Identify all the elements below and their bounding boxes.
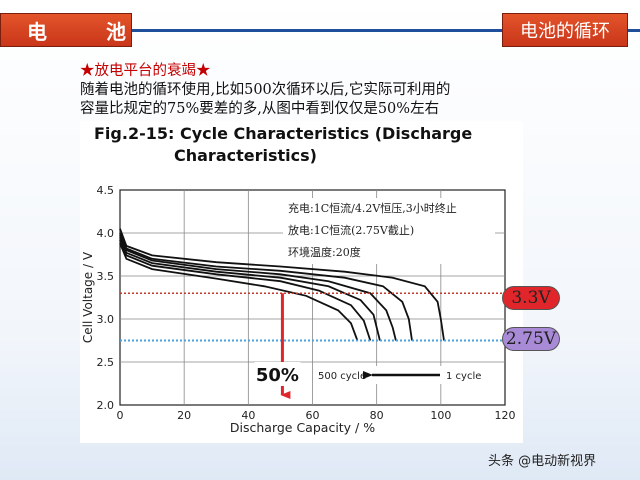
voltage-label-2-75v: 2.75V xyxy=(502,327,560,351)
cycle-to-label: 1 cycle xyxy=(446,371,481,382)
discharge-curve-3 xyxy=(119,234,397,341)
y-tick-label: 4.0 xyxy=(97,227,115,240)
annotation-charge: 充电:1C恒流/4.2V恒压,3小时终止 xyxy=(288,201,457,215)
header-left-title: 电 池 xyxy=(27,19,152,44)
y-tick-label: 3.5 xyxy=(97,270,115,283)
x-tick-label: 0 xyxy=(117,409,124,422)
x-axis-label: Discharge Capacity / % xyxy=(230,420,375,435)
discharge-curve-6 xyxy=(119,242,359,341)
chart-title-line-1: Fig.2-15: Cycle Characteristics (Dischar… xyxy=(94,124,473,143)
y-tick-label: 2.0 xyxy=(97,399,115,412)
discharge-curve-5 xyxy=(119,239,372,341)
discharge-curve-2 xyxy=(119,232,413,341)
cycle-from-label: 500 cycle xyxy=(318,371,366,382)
y-axis-label: Cell Voltage / V xyxy=(81,251,95,343)
x-tick-label: 20 xyxy=(177,409,191,422)
x-tick-label: 40 xyxy=(241,409,255,422)
intro-line-2: 容量比规定的75%要差的多,从图中看到仅仅是50%左右 xyxy=(80,101,440,117)
voltage-label-3-3v-text: 3.3V xyxy=(511,288,551,308)
discharge-curve-1 xyxy=(119,228,445,341)
voltage-label-3-3v: 3.3V xyxy=(502,286,560,310)
watermark: 头条 @电动新视界 xyxy=(488,454,597,469)
intro-title: ★放电平台的衰竭★ xyxy=(80,63,211,79)
y-tick-label: 3.0 xyxy=(97,313,115,326)
header-right-title: 电池的循环 xyxy=(520,21,610,42)
y-tick-label: 4.5 xyxy=(97,184,115,197)
x-tick-label: 80 xyxy=(370,409,384,422)
discharge-curve-4 xyxy=(119,236,381,341)
x-tick-label: 60 xyxy=(306,409,320,422)
chart-title-line-2: Characteristics) xyxy=(174,146,317,165)
voltage-label-2-75v-text: 2.75V xyxy=(505,329,557,349)
x-tick-label: 120 xyxy=(495,409,516,422)
x-tick-label: 100 xyxy=(430,409,451,422)
header-right-tab: 电池的循环 xyxy=(502,13,628,47)
y-tick-label: 2.5 xyxy=(97,356,115,369)
header-rule xyxy=(0,29,640,32)
annotation-discharge: 放电:1C恒流(2.75V截止) xyxy=(288,223,414,237)
percent-label: 50% xyxy=(256,365,299,386)
chart-title: Fig.2-15: Cycle Characteristics (Dischar… xyxy=(94,123,514,167)
annotation-temperature: 环境温度:20度 xyxy=(288,245,361,259)
intro-line-1: 随着电池的循环使用,比如500次循环以后,它实际可利用的 xyxy=(80,82,451,98)
intro-text: ★放电平台的衰竭★ 随着电池的循环使用,比如500次循环以后,它实际可利用的 容… xyxy=(80,62,520,119)
header-left-tab: 电 池 xyxy=(0,13,132,47)
percent-label-bg xyxy=(254,362,301,386)
annotation-box xyxy=(283,198,495,264)
